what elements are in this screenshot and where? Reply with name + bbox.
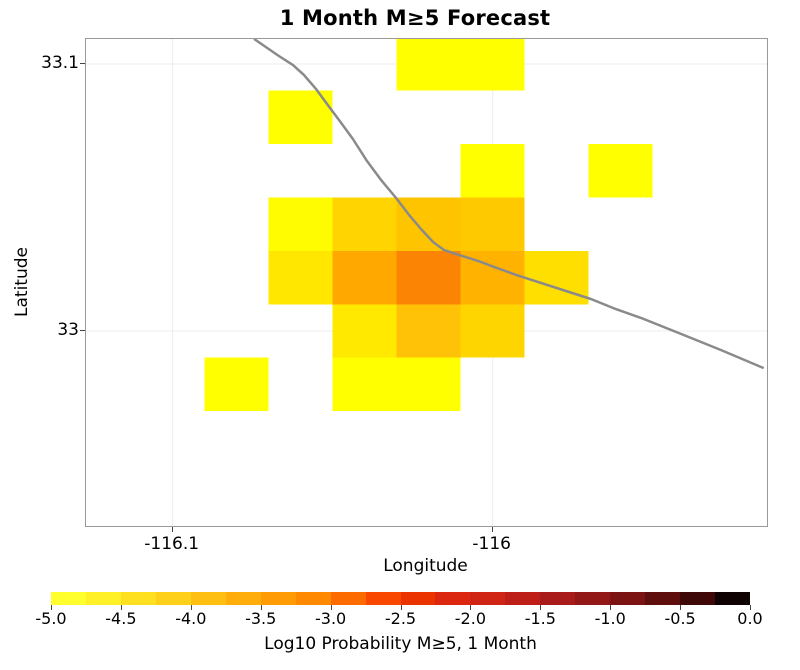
- colorbar-segment: [575, 592, 611, 605]
- x-tick-label: -116.1: [144, 534, 200, 554]
- colorbar-segment: [295, 592, 331, 605]
- plot-area: [85, 38, 768, 527]
- colorbar-segment: [225, 592, 261, 605]
- colorbar-segment: [645, 592, 681, 605]
- colorbar-tick-mark: [750, 605, 751, 610]
- colorbar: [51, 592, 751, 605]
- x-axis-label: Longitude: [383, 556, 468, 576]
- colorbar-tick-mark: [470, 605, 472, 610]
- colorbar-segment: [51, 592, 86, 605]
- colorbar-tick-mark: [120, 605, 122, 610]
- colorbar-tick-mark: [400, 605, 402, 610]
- colorbar-tick-label: -4.0: [175, 609, 207, 628]
- heatmap-cell: [204, 357, 269, 412]
- colorbar-segment: [400, 592, 436, 605]
- colorbar-segment: [120, 592, 156, 605]
- x-tick-mark: [491, 527, 493, 532]
- heatmap-cell: [460, 144, 525, 198]
- colorbar-tick-label: -2.0: [454, 609, 486, 628]
- colorbar-tick-label: -1.0: [594, 609, 626, 628]
- colorbar-segment: [365, 592, 401, 605]
- colorbar-segment: [435, 592, 471, 605]
- colorbar-segment: [190, 592, 226, 605]
- heatmap-cell: [268, 250, 333, 305]
- y-axis-label: Latitude: [12, 247, 32, 317]
- y-tick-mark: [80, 330, 85, 331]
- heatmap-cell: [332, 357, 397, 412]
- heatmap-cell: [396, 250, 461, 305]
- heatmap-cell: [332, 197, 397, 251]
- colorbar-segment: [610, 592, 646, 605]
- heatmap-cell: [268, 90, 333, 145]
- colorbar-tick-label: -3.5: [245, 609, 277, 628]
- colorbar-segment: [155, 592, 191, 605]
- colorbar-tick-label: -1.5: [524, 609, 556, 628]
- colorbar-segment: [540, 592, 576, 605]
- heatmap-cell: [460, 39, 525, 91]
- heatmap-cell: [588, 144, 653, 198]
- colorbar-tick-mark: [51, 605, 52, 610]
- heatmap-cell: [460, 304, 525, 358]
- heatmap-cell: [268, 197, 333, 251]
- colorbar-segment: [505, 592, 541, 605]
- colorbar-segment: [260, 592, 296, 605]
- colorbar-label: Log10 Probability M≥5, 1 Month: [264, 634, 537, 654]
- colorbar-segment: [330, 592, 366, 605]
- colorbar-tick-mark: [680, 605, 682, 610]
- colorbar-segment: [715, 592, 751, 605]
- colorbar-tick-label: -2.5: [384, 609, 417, 628]
- heatmap-cell: [332, 250, 397, 305]
- colorbar-tick-mark: [330, 605, 332, 610]
- colorbar-tick-label: -3.0: [314, 609, 347, 628]
- colorbar-segment: [470, 592, 506, 605]
- colorbar-tick-mark: [540, 605, 542, 610]
- colorbar-segment: [680, 592, 716, 605]
- colorbar-tick-mark: [260, 605, 262, 610]
- heatmap-cell: [332, 304, 397, 358]
- colorbar-tick-label: 0.0: [737, 609, 763, 628]
- colorbar-tick-label: -4.5: [105, 609, 137, 628]
- x-tick-label: -116: [472, 534, 511, 554]
- heatmap-cell: [396, 39, 461, 91]
- y-tick-mark: [80, 63, 85, 64]
- chart-title: 1 Month M≥5 Forecast: [279, 6, 551, 30]
- heatmap-cell: [460, 197, 525, 251]
- x-tick-mark: [171, 527, 173, 532]
- colorbar-tick-mark: [610, 605, 612, 610]
- colorbar-tick-label: -5.0: [35, 609, 67, 628]
- colorbar-segment: [85, 592, 121, 605]
- heatmap-canvas: [86, 39, 767, 526]
- y-tick-label: 33.1: [41, 53, 79, 73]
- colorbar-tick-label: -0.5: [664, 609, 696, 628]
- heatmap-cell: [396, 357, 461, 412]
- fault-line: [253, 39, 765, 370]
- heatmap-cell: [396, 197, 461, 251]
- y-tick-label: 33: [57, 320, 79, 340]
- colorbar-tick-mark: [190, 605, 192, 610]
- heatmap-cell: [396, 304, 461, 358]
